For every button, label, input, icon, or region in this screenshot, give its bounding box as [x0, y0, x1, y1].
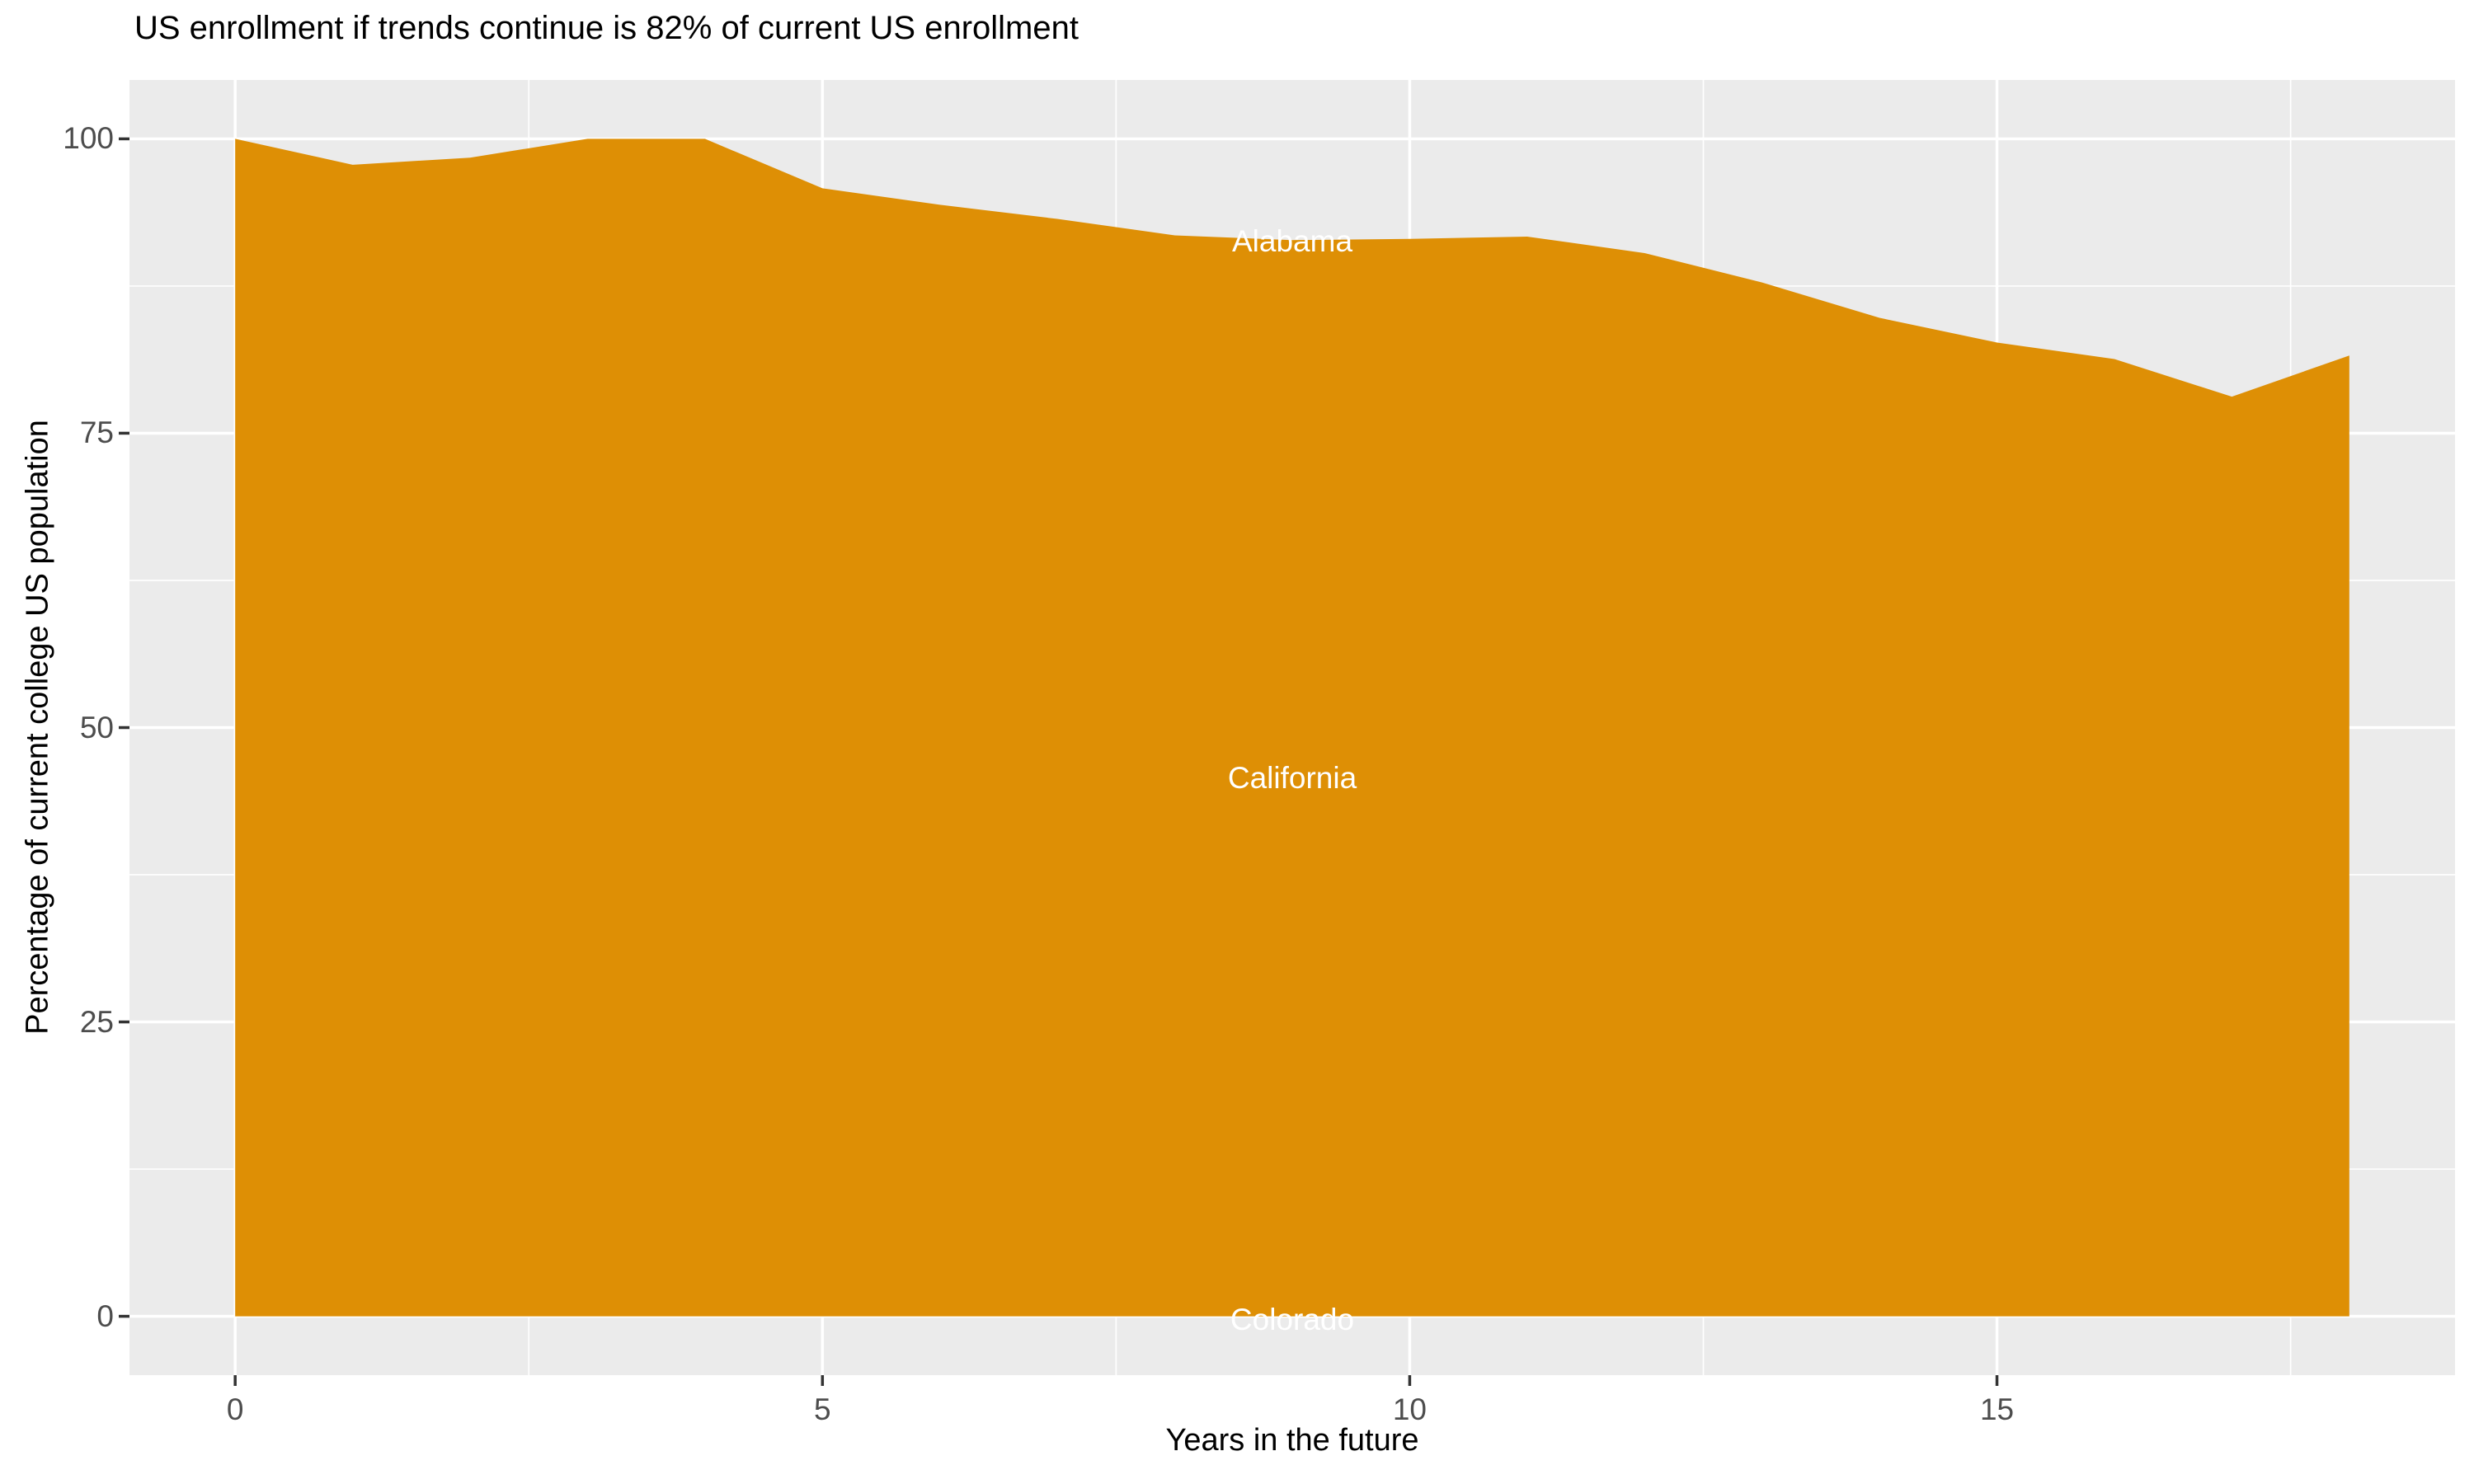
state-label-california: California	[1227, 760, 1357, 795]
state-label-colorado: Colorado	[1230, 1302, 1355, 1336]
y-axis-title: Percentage of current college US populat…	[20, 420, 55, 1035]
state-label-alabama: Alabama	[1231, 223, 1353, 258]
x-tick-label: 5	[814, 1392, 831, 1426]
chart-title: US enrollment if trends continue is 82% …	[134, 10, 1079, 46]
y-tick-label: 75	[79, 416, 114, 450]
y-tick-label: 0	[96, 1298, 114, 1333]
enrollment-stacked-area	[235, 139, 2349, 1317]
y-tick-label: 50	[79, 710, 114, 744]
x-tick-label: 15	[1979, 1392, 2015, 1426]
x-tick-label: 10	[1392, 1392, 1427, 1426]
x-tick-label: 0	[226, 1392, 244, 1426]
x-axis-title: Years in the future	[1165, 1423, 1419, 1458]
y-tick-label: 25	[79, 1004, 114, 1039]
y-tick-label: 100	[63, 121, 114, 156]
